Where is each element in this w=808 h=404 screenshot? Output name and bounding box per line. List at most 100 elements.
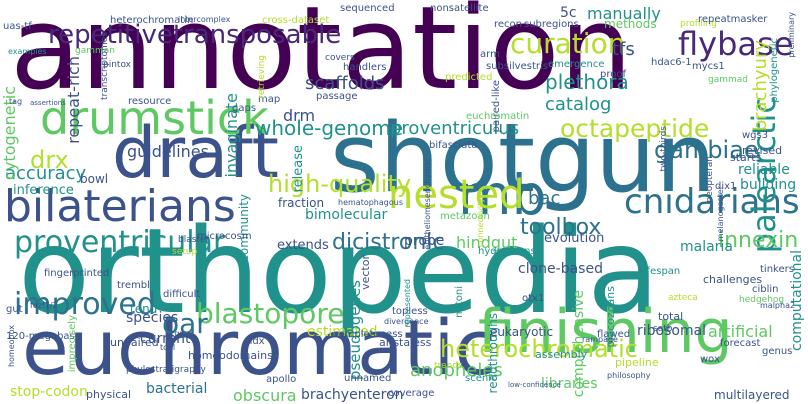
word-divergence: divergence	[384, 317, 429, 326]
word-gut: gut	[6, 304, 23, 315]
word-toolbox: toolbox	[520, 215, 602, 240]
word-genus: genus	[762, 346, 793, 357]
word-community: community	[237, 194, 251, 262]
word-gambiae: gambiae	[654, 136, 759, 164]
word-reliable: reliable	[738, 162, 790, 178]
word-plethora: plethora	[545, 70, 629, 94]
word-repetitivetransposable: repetitivetransposable	[48, 20, 342, 50]
word-proventricular: proventricular	[14, 225, 226, 260]
word-fraction: fraction	[278, 196, 325, 210]
word-octapeptide: octapeptide	[560, 114, 710, 143]
word-aristaless: aristaless	[379, 336, 432, 349]
word-bac: bac	[528, 188, 561, 209]
word-covers: covers	[325, 53, 355, 63]
word-transcriptomes: transcriptomes	[100, 32, 110, 101]
word-handlers: handlers	[343, 62, 387, 73]
word-accuracy: accuracy	[5, 163, 87, 184]
word-revised: revised	[742, 144, 783, 157]
word-assembly: assembly	[535, 348, 588, 361]
word-tag: tag	[9, 97, 23, 106]
word-oar: oar	[162, 307, 208, 340]
word-whole-genome: whole-genome	[255, 116, 404, 140]
word-drm: drm	[283, 106, 316, 125]
word-fingerprinted: fingerprinted	[44, 268, 110, 279]
word-inference: inference	[13, 183, 74, 198]
word-ndx: ndx	[246, 336, 265, 347]
word-curation: curation	[510, 27, 626, 60]
word-blastopore: blastopore	[196, 297, 345, 330]
word-dix1: dix1	[715, 181, 737, 192]
word-total: total	[658, 310, 684, 323]
word-drx: drx	[30, 146, 69, 174]
word-brachyury: brachyury	[750, 40, 771, 132]
word-120-megabase: 120-megabase	[6, 331, 81, 342]
word-pintox: pintox	[103, 60, 132, 70]
word-high-quality: high-quality	[268, 170, 412, 198]
word-probe: probe	[404, 233, 445, 249]
word-scaffolds: scaffolds	[305, 73, 385, 94]
word-mycs1: mycs1	[692, 61, 725, 72]
word-estimated: estimated	[307, 324, 378, 340]
word-nonsatellite: nonsatellite	[430, 3, 489, 14]
word-trembl: trembl	[117, 280, 150, 291]
word-hdac6-1: hdac6-1	[651, 57, 692, 68]
word-imprecisely: imprecisely	[67, 315, 78, 373]
word-obscura: obscura	[233, 386, 297, 404]
word-ciblin: ciblin	[752, 284, 779, 295]
word-rampage: rampage	[582, 335, 618, 344]
word-libraries: libraries	[541, 376, 598, 392]
word-finishing: finishing	[478, 297, 733, 367]
word-phylogenetic: phylogenetic	[769, 38, 780, 103]
word-difficult: difficult	[163, 289, 201, 300]
word-repeatmasker: repeatmasker	[698, 14, 768, 25]
word-subsilvestris: subsilvestris	[486, 61, 548, 72]
word-examples: examples	[8, 47, 47, 56]
word-multilayered: multilayered	[714, 388, 790, 402]
word-malpha2: malpha2	[760, 301, 796, 310]
word-brachyenteron: brachyenteron	[301, 387, 404, 403]
word-artificial: artificial	[708, 322, 773, 341]
word-wgs3: wgs3	[742, 130, 769, 141]
word-resource: resource	[128, 96, 172, 107]
word-release: release	[291, 145, 306, 193]
word-cnidarians: cnidarians	[624, 182, 800, 222]
word-annotation: annotation	[10, 0, 633, 116]
word-philosophy: philosophy	[607, 371, 651, 380]
word-shotgun: shotgun	[330, 104, 716, 214]
word-starts: starts	[730, 151, 762, 164]
word-represented: represented	[403, 279, 412, 328]
word-dicistronic: dicistronic	[332, 230, 445, 255]
word-innexin: innexin	[718, 228, 799, 253]
word-bowl: bowl	[80, 172, 109, 186]
word-completeness: completeness	[333, 329, 403, 340]
word-tinkers: tinkers	[760, 264, 794, 275]
word-catalog: catalog	[545, 94, 612, 115]
word-microcosm: microcosm	[197, 231, 252, 242]
word-unnamed: unnamed	[344, 373, 392, 384]
word-anopheles: anopheles	[410, 360, 503, 381]
word-flawed: flawed	[597, 329, 631, 340]
word-gammad: gammad	[708, 75, 748, 85]
word-retrieving: retrieving	[257, 55, 267, 99]
word-assertions: assertions	[30, 99, 66, 107]
word-blaster: blaster	[178, 235, 210, 245]
word-current: current	[140, 331, 191, 347]
word-hedgehog: hedgehog	[739, 295, 785, 305]
word-challenges: challenges	[703, 273, 763, 286]
word-apollo: apollo	[266, 374, 297, 385]
word-hematophagous: hematophagous	[338, 198, 403, 207]
word-map: map	[258, 94, 281, 105]
word-uas-tf: uas-tf	[3, 21, 32, 32]
word-nested: nested	[388, 172, 525, 218]
word-species: species	[126, 310, 179, 326]
word-tfs: tfs	[612, 39, 635, 60]
word-fezf1-2: fezf1/2	[30, 301, 58, 310]
word-low-confidence: low-confidence	[508, 381, 561, 389]
word-lifespan: lifespan	[641, 266, 681, 277]
word-proventriculus: proventriculus	[390, 118, 520, 139]
word-orthopedia: orthopedia	[18, 202, 660, 340]
word-intercomplex: intercomplex	[178, 15, 231, 24]
word-paired-like: paired-like	[491, 80, 502, 133]
word-stop-codon: stop-codon	[10, 384, 88, 400]
word-neopteran: neopteran	[705, 156, 715, 203]
